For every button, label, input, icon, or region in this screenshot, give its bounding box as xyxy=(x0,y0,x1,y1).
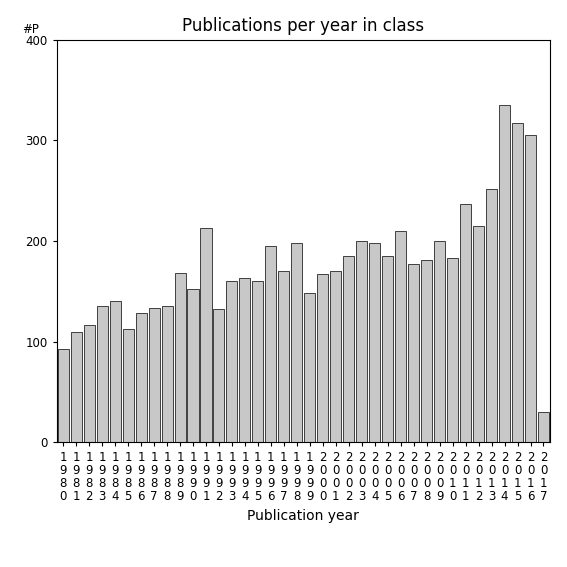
X-axis label: Publication year: Publication year xyxy=(247,509,359,523)
Bar xyxy=(84,324,95,442)
Bar xyxy=(252,281,264,442)
Bar xyxy=(421,260,432,442)
Bar xyxy=(265,246,276,442)
Bar xyxy=(512,123,523,442)
Bar xyxy=(408,264,419,442)
Bar xyxy=(175,273,185,442)
Bar xyxy=(343,256,354,442)
Bar xyxy=(188,289,198,442)
Bar xyxy=(473,226,484,442)
Title: Publications per year in class: Publications per year in class xyxy=(182,18,425,35)
Bar xyxy=(162,306,172,442)
Bar xyxy=(136,314,147,442)
Bar xyxy=(460,204,471,442)
Bar xyxy=(447,258,458,442)
Bar xyxy=(122,328,134,442)
Bar xyxy=(58,349,69,442)
Bar xyxy=(525,136,536,442)
Bar xyxy=(395,231,406,442)
Bar xyxy=(278,271,289,442)
Bar xyxy=(318,274,328,442)
Bar xyxy=(369,243,380,442)
Bar xyxy=(499,105,510,442)
Bar xyxy=(538,412,549,442)
Bar xyxy=(149,308,159,442)
Bar xyxy=(356,241,367,442)
Text: #P: #P xyxy=(22,23,39,36)
Bar xyxy=(239,278,251,442)
Bar xyxy=(382,256,393,442)
Bar xyxy=(96,306,108,442)
Bar xyxy=(331,271,341,442)
Bar xyxy=(71,332,82,442)
Bar xyxy=(304,293,315,442)
Bar xyxy=(213,310,225,442)
Bar xyxy=(291,243,302,442)
Bar xyxy=(109,302,121,442)
Bar xyxy=(226,281,238,442)
Bar xyxy=(434,241,445,442)
Bar xyxy=(486,189,497,442)
Bar xyxy=(201,228,211,442)
